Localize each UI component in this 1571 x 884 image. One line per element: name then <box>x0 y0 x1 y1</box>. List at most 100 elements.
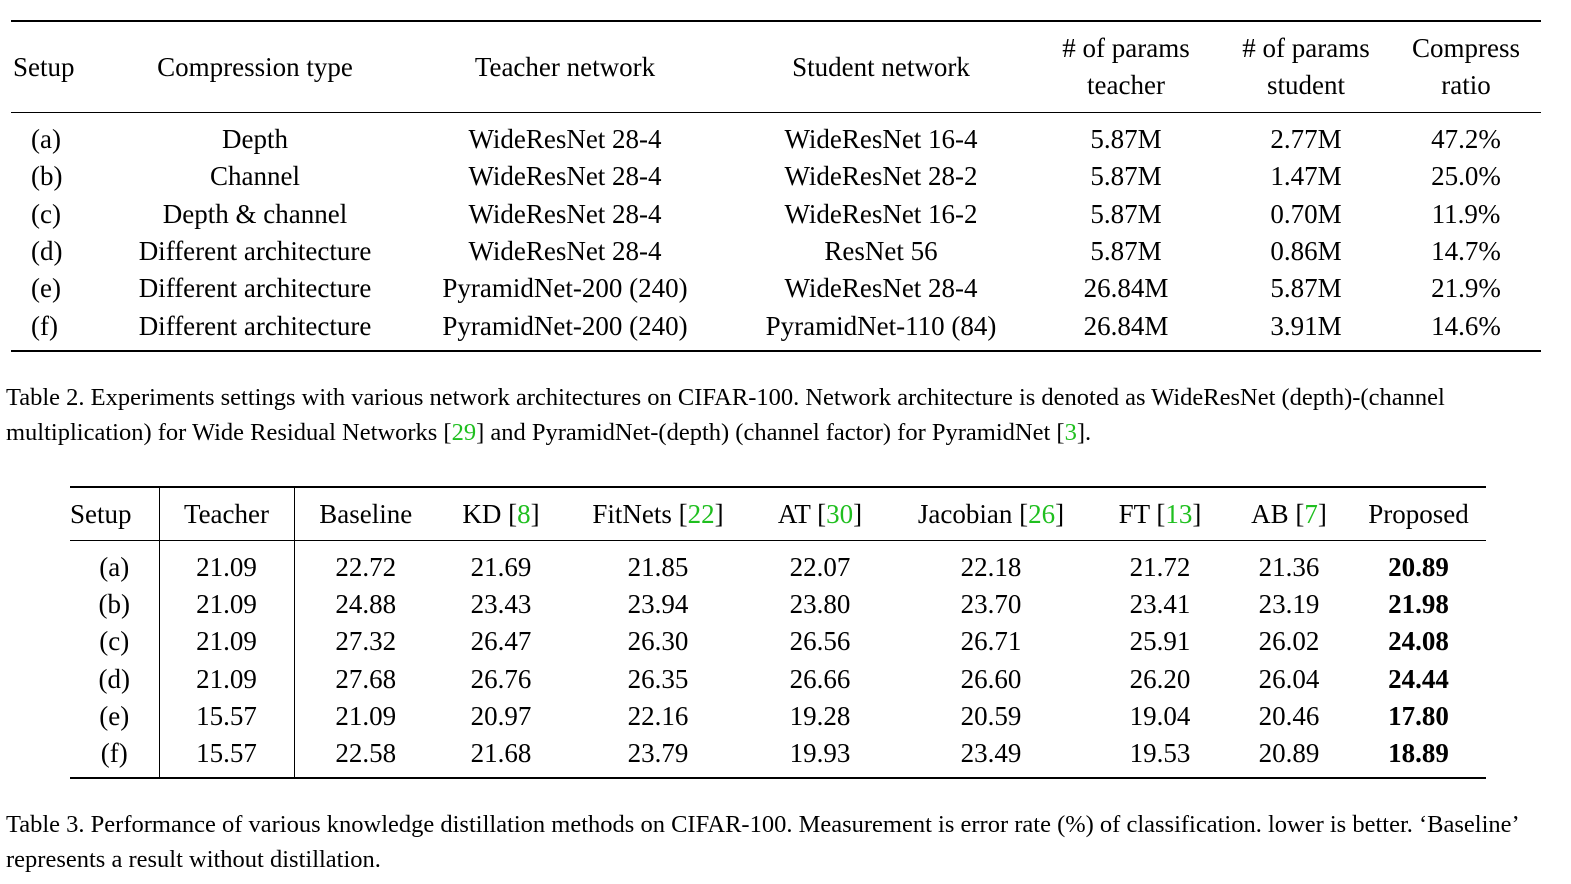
t3-cell-ft: 26.20 <box>1129 663 1191 694</box>
t3-cell-proposed: 20.89 <box>1388 552 1449 583</box>
t2-cell-student: WideResNet 28-4 <box>784 273 978 304</box>
t3-cell-ab: 26.02 <box>1258 626 1320 657</box>
t3-cell-ab: 23.19 <box>1258 589 1320 620</box>
table-row: (e) Different architecture PyramidNet-20… <box>11 270 1541 307</box>
t3-cell-kd: 21.69 <box>470 552 532 583</box>
t3-cell-fitnets: 23.94 <box>627 589 689 620</box>
t3-cell-teacher: 21.09 <box>159 540 295 587</box>
t3-cell-baseline: 21.09 <box>335 700 397 731</box>
t3-cell-at: 19.28 <box>789 700 851 731</box>
t3-header-ab: AB [7] <box>1251 498 1327 529</box>
table-2: Setup Compression type Teacher network S… <box>11 20 1541 352</box>
table-row: (a) Depth WideResNet 28-4 WideResNet 16-… <box>11 113 1541 159</box>
t3-cell-setup: (b) <box>70 586 160 624</box>
t2-cell-setup: (b) <box>31 161 63 192</box>
t3-header-baseline: Baseline <box>319 498 413 529</box>
t3-cell-proposed: 24.08 <box>1388 626 1449 657</box>
t2-header-compression-type: Compression type <box>157 51 353 82</box>
table-3-header-row: Setup Teacher Baseline KD [8] FitNets [2… <box>70 487 1486 541</box>
t2-cell-type: Different architecture <box>138 273 372 304</box>
t3-cell-baseline: 22.72 <box>335 552 397 583</box>
t3-header-fitnets: FitNets [22] <box>592 498 724 529</box>
t3-cell-teacher: 21.09 <box>159 623 295 661</box>
t3-cell-ft: 19.04 <box>1129 700 1191 731</box>
table-2-caption: Table 2. Experiments settings with vario… <box>6 384 1445 446</box>
t2-cell-ratio: 14.6% <box>1431 310 1501 341</box>
t3-cell-setup: (a) <box>70 540 160 587</box>
t2-cell-setup: (a) <box>31 124 61 155</box>
t2-cell-params-teacher: 5.87M <box>1090 198 1162 229</box>
t2-cell-student: WideResNet 16-2 <box>784 198 978 229</box>
table-row: (b) Channel WideResNet 28-4 WideResNet 2… <box>11 158 1541 195</box>
t2-cell-teacher: PyramidNet-200 (240) <box>442 273 688 304</box>
t2-cell-params-student: 2.77M <box>1270 124 1342 155</box>
t3-cell-setup: (f) <box>70 734 160 779</box>
t2-cell-params-teacher: 5.87M <box>1090 236 1162 267</box>
t3-cell-ft: 25.91 <box>1129 626 1191 657</box>
t3-cell-jacobian: 26.60 <box>960 663 1022 694</box>
t2-header-params-student: # of params student <box>1242 33 1370 100</box>
t3-cell-ft: 21.72 <box>1129 552 1191 583</box>
t2-cell-type: Channel <box>210 161 300 192</box>
t3-cell-kd: 20.97 <box>470 700 532 731</box>
t3-cell-teacher: 15.57 <box>159 734 295 779</box>
t2-cell-params-student: 5.87M <box>1270 273 1342 304</box>
t2-cell-student: PyramidNet-110 (84) <box>765 310 997 341</box>
t2-header-compress-ratio: Compress ratio <box>1412 33 1520 100</box>
table-3: Setup Teacher Baseline KD [8] FitNets [2… <box>70 486 1486 780</box>
table-3-caption: Table 3. Performance of various knowledg… <box>6 811 1518 873</box>
citation-link[interactable]: 26 <box>1028 498 1056 529</box>
t3-cell-kd: 26.47 <box>470 626 532 657</box>
t3-cell-jacobian: 23.49 <box>960 738 1022 769</box>
t2-cell-setup: (f) <box>31 310 58 341</box>
t3-cell-ft: 23.41 <box>1129 589 1191 620</box>
t3-cell-baseline: 27.68 <box>335 663 397 694</box>
table-row: (f) 15.57 22.58 21.68 23.79 19.93 23.49 … <box>70 734 1486 779</box>
t2-cell-ratio: 11.9% <box>1431 198 1501 229</box>
citation-link[interactable]: 30 <box>826 498 854 529</box>
t3-cell-jacobian: 23.70 <box>960 589 1022 620</box>
t3-cell-at: 26.66 <box>789 663 851 694</box>
t3-cell-ft: 19.53 <box>1129 738 1191 769</box>
t2-cell-params-teacher: 5.87M <box>1090 161 1162 192</box>
table-row: (f) Different architecture PyramidNet-20… <box>11 307 1541 350</box>
citation-link[interactable]: 22 <box>687 498 715 529</box>
citation-link[interactable]: 8 <box>517 498 531 529</box>
table-row: (e) 15.57 21.09 20.97 22.16 19.28 20.59 … <box>70 697 1486 735</box>
t3-cell-ab: 20.46 <box>1258 700 1320 731</box>
t2-cell-student: WideResNet 28-2 <box>784 161 978 192</box>
t2-cell-params-student: 0.86M <box>1270 236 1342 267</box>
t2-cell-student: WideResNet 16-4 <box>784 124 978 155</box>
t2-cell-teacher: WideResNet 28-4 <box>468 124 662 155</box>
t3-header-jacobian: Jacobian [26] <box>917 498 1065 529</box>
citation-link[interactable]: 29 <box>451 419 477 446</box>
t3-cell-fitnets: 23.79 <box>627 738 689 769</box>
t3-cell-fitnets: 26.35 <box>627 663 689 694</box>
t2-header-student-network: Student network <box>792 51 970 82</box>
table-row: (c) Depth & channel WideResNet 28-4 Wide… <box>11 196 1541 233</box>
t2-header-setup: Setup <box>13 51 75 82</box>
t2-cell-ratio: 21.9% <box>1431 273 1501 304</box>
t3-header-teacher: Teacher <box>159 487 295 541</box>
table-row: (a) 21.09 22.72 21.69 21.85 22.07 22.18 … <box>70 540 1486 587</box>
t3-header-ft: FT [13] <box>1118 498 1202 529</box>
t3-cell-fitnets: 26.30 <box>627 626 689 657</box>
t3-cell-baseline: 22.58 <box>335 738 397 769</box>
citation-link[interactable]: 13 <box>1165 498 1193 529</box>
t3-cell-baseline: 24.88 <box>335 589 397 620</box>
t2-cell-setup: (d) <box>31 236 63 267</box>
t3-cell-at: 23.80 <box>789 589 851 620</box>
citation-link[interactable]: 7 <box>1304 498 1318 529</box>
t3-cell-setup: (c) <box>70 623 160 661</box>
t2-cell-params-teacher: 26.84M <box>1083 273 1169 304</box>
table-row: (b) 21.09 24.88 23.43 23.94 23.80 23.70 … <box>70 586 1486 624</box>
t2-cell-params-teacher: 5.87M <box>1090 124 1162 155</box>
t3-cell-setup: (d) <box>70 660 160 698</box>
t2-cell-setup: (e) <box>31 273 61 304</box>
t2-cell-params-teacher: 26.84M <box>1083 310 1169 341</box>
t2-cell-teacher: PyramidNet-200 (240) <box>442 310 688 341</box>
citation-link[interactable]: 3 <box>1064 419 1077 446</box>
t3-cell-jacobian: 20.59 <box>960 700 1022 731</box>
t3-cell-kd: 21.68 <box>470 738 532 769</box>
t2-cell-type: Depth <box>222 124 288 155</box>
